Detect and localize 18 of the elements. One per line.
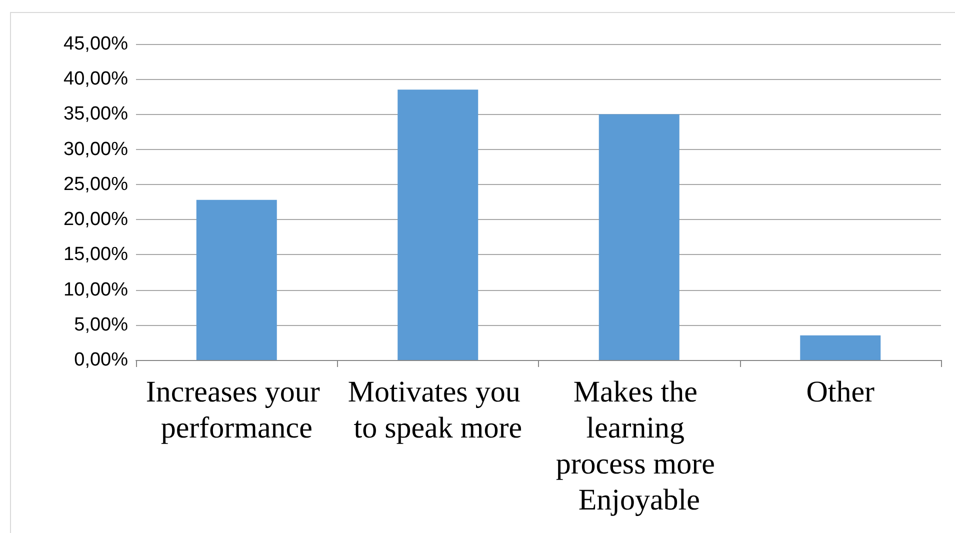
y-tick-label: 0,00%	[74, 350, 128, 370]
y-tick-label: 25,00%	[64, 174, 128, 195]
y-tick-label: 40,00%	[64, 68, 128, 90]
y-tick-label: 5,00%	[74, 314, 128, 336]
bar	[598, 114, 680, 360]
x-tick-label: Makes the learning process more Enjoyable	[556, 376, 722, 516]
bar	[800, 335, 881, 360]
y-tick-label: 15,00%	[64, 244, 128, 266]
x-tick-label: Increases your performance	[146, 376, 328, 444]
y-tick-label: 45,00%	[64, 34, 128, 54]
x-tick-label: Other	[806, 376, 875, 408]
x-tick-label: Motivates you to speak more	[348, 376, 528, 444]
bar	[398, 90, 478, 360]
y-tick-label: 10,00%	[64, 279, 128, 300]
y-tick-label: 20,00%	[64, 209, 128, 230]
y-tick-label: 30,00%	[64, 138, 128, 160]
y-tick-label: 35,00%	[64, 104, 128, 125]
bar	[196, 200, 277, 360]
